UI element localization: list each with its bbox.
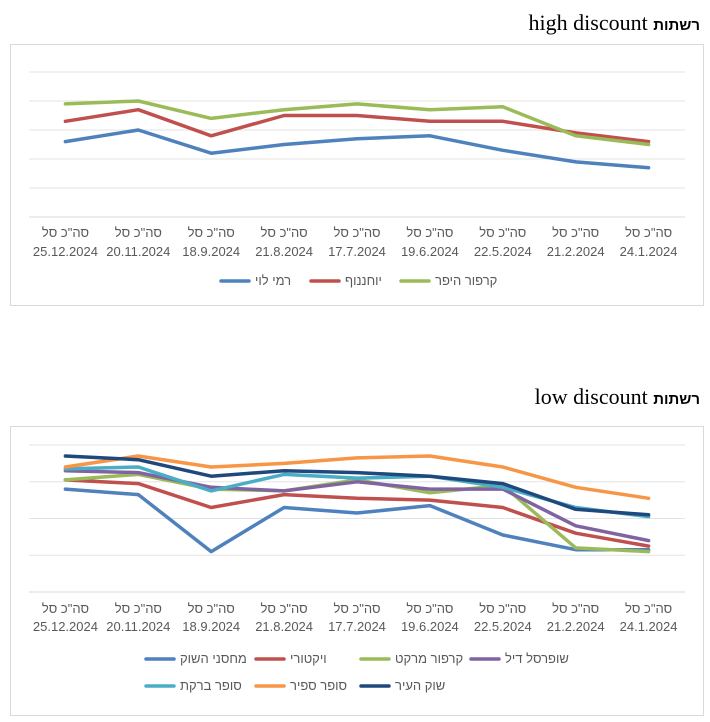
x-tick-label-date: 25.12.2024 [33, 619, 98, 634]
chart-svg-low-discount: סה"כ סל 25.12.2024 סה"כ סל 20.11.2024 סה"כ ס… [29, 444, 685, 693]
legend-label: ויקטורי [290, 651, 327, 666]
series-line-6 [63, 454, 651, 517]
x-tick-label-date: 21.8.2024 [255, 244, 313, 259]
x-tick-label-date: 22.5.2024 [474, 244, 532, 259]
chart-title-low: רשתות low discount [535, 384, 700, 410]
x-tick-label-line1: סה"כ סל [479, 225, 526, 240]
x-tick-label-line1: סה"כ סל [188, 225, 235, 240]
chart-title-low-suffix: low discount [534, 384, 648, 409]
legend-label: רמי לוי [255, 273, 291, 288]
series-line-1 [63, 478, 651, 548]
chart-panel-low-discount: סה"כ סל 25.12.2024 סה"כ סל 20.11.2024 סה"כ ס… [10, 426, 704, 716]
chart-title-high: רשתות high discount [529, 10, 700, 36]
x-tick-label-date: 21.2.2024 [547, 244, 605, 259]
x-tick-label-line1: סה"כ סל [406, 225, 453, 240]
x-tick-label-date: 20.11.2024 [106, 619, 170, 634]
x-tick-label-line1: סה"כ סל [333, 601, 380, 616]
series-line-1 [63, 107, 651, 144]
chart-panel-high-discount: סה"כ סל 25.12.2024 סה"כ סל 20.11.2024 סה"כ ס… [10, 44, 704, 306]
x-tick-label-date: 20.11.2024 [106, 244, 170, 259]
x-tick-label-line1: סה"כ סל [42, 225, 89, 240]
legend-label: שופרסל דיל [505, 651, 569, 666]
series-line-0 [63, 487, 651, 554]
x-tick-label-date: 18.9.2024 [182, 619, 240, 634]
x-tick-label-line1: סה"כ סל [115, 601, 162, 616]
legend-label: יוחננוף [345, 273, 382, 288]
x-tick-label-line1: סה"כ סל [479, 601, 526, 616]
series-line-0 [63, 128, 651, 170]
legend-label: קרפור היפר [435, 273, 497, 288]
legend-label: קרפור מרקט [395, 651, 463, 666]
x-tick-label-line1: סה"כ סל [261, 601, 308, 616]
x-tick-label-line1: סה"כ סל [625, 225, 672, 240]
x-tick-label-line1: סה"כ סל [625, 601, 672, 616]
x-tick-label-date: 22.5.2024 [474, 619, 532, 634]
x-tick-label-line1: סה"כ סל [552, 601, 599, 616]
x-tick-label-date: 21.2.2024 [547, 619, 605, 634]
chart-svg-high-discount: סה"כ סל 25.12.2024 סה"כ סל 20.11.2024 סה"כ ס… [29, 71, 685, 288]
x-tick-label-date: 24.1.2024 [620, 244, 678, 259]
series-line-5 [63, 454, 651, 501]
chart-title-high-suffix: high discount [528, 10, 648, 35]
x-tick-label-line1: סה"כ סל [42, 601, 89, 616]
x-tick-label-line1: סה"כ סל [333, 225, 380, 240]
legend-label: סופר ספיר [290, 678, 347, 693]
series-line-2 [63, 472, 651, 554]
x-tick-label-date: 19.6.2024 [401, 619, 459, 634]
x-tick-label-line1: סה"כ סל [552, 225, 599, 240]
x-tick-label-line1: סה"כ סל [115, 225, 162, 240]
x-tick-label-date: 21.8.2024 [255, 619, 313, 634]
series-line-2 [63, 99, 651, 147]
chart-title-low-hebrew: רשתות [653, 391, 700, 408]
x-tick-label-date: 17.7.2024 [328, 244, 386, 259]
x-tick-label-date: 19.6.2024 [401, 244, 459, 259]
x-tick-label-line1: סה"כ סל [188, 601, 235, 616]
x-tick-label-date: 24.1.2024 [620, 619, 678, 634]
x-tick-label-line1: סה"כ סל [261, 225, 308, 240]
legend-label: סופר ברקת [180, 678, 242, 693]
x-tick-label-line1: סה"כ סל [406, 601, 453, 616]
x-tick-label-date: 18.9.2024 [182, 244, 240, 259]
x-tick-label-date: 25.12.2024 [33, 244, 98, 259]
legend-label: מחסני השוק [180, 651, 247, 666]
series-line-3 [63, 468, 651, 543]
chart-title-high-hebrew: רשתות [653, 17, 700, 34]
legend-label: שוק העיר [395, 678, 445, 693]
x-tick-label-date: 17.7.2024 [328, 619, 386, 634]
